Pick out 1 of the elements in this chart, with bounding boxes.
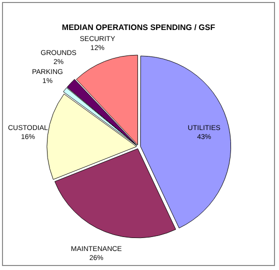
chart-title: MEDIAN OPERATIONS SPENDING / GSF — [62, 23, 216, 32]
